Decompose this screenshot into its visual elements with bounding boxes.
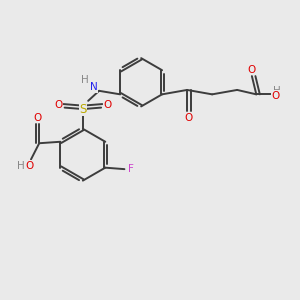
Text: O: O: [185, 112, 193, 123]
Text: F: F: [128, 164, 134, 174]
Text: O: O: [26, 161, 34, 171]
Text: H: H: [81, 75, 89, 85]
Text: O: O: [103, 100, 112, 110]
Text: O: O: [33, 112, 42, 123]
Text: O: O: [272, 91, 280, 101]
Text: H: H: [273, 86, 280, 96]
Text: S: S: [79, 103, 87, 116]
Text: O: O: [248, 64, 256, 75]
Text: H: H: [17, 161, 25, 171]
Text: N: N: [90, 82, 98, 92]
Text: O: O: [54, 100, 62, 110]
